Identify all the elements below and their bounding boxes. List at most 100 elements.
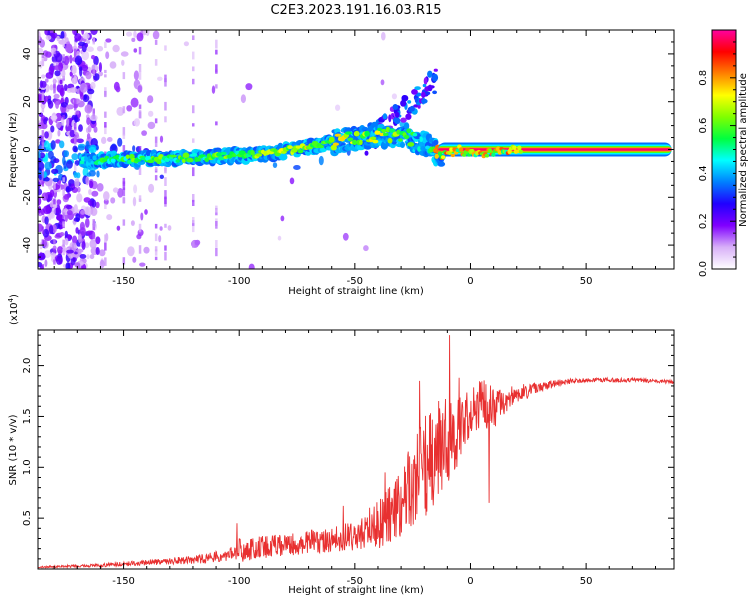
noise-blob: [115, 85, 121, 93]
noise-streak: [53, 248, 56, 254]
noise-blob: [43, 56, 48, 62]
plume-blob: [394, 117, 401, 125]
y-tick-label: 2.0: [22, 358, 33, 374]
noise-blob: [43, 118, 48, 125]
noise-blob: [49, 189, 55, 198]
ridge-blob: [278, 153, 288, 161]
svg-text:(x104): (x104): [7, 294, 20, 325]
snr-panel: -150 -100 -50 0 50 0.5 1.0 1.5 2.0 Height of st…: [7, 294, 675, 596]
noise-streak: [215, 240, 218, 248]
noise-blob: [89, 180, 94, 189]
noise-blob: [38, 94, 42, 103]
noise-blob: [90, 30, 98, 36]
noise-streak: [122, 72, 126, 80]
noise-blob: [66, 249, 74, 254]
noise-streak: [215, 64, 218, 73]
noise-blob: [96, 170, 100, 178]
colorbar-tick-label: 0.6: [698, 118, 709, 134]
noise-streak: [154, 136, 158, 143]
plume-blob: [392, 104, 399, 110]
noise-blob: [85, 71, 92, 80]
noise-blob: [77, 41, 86, 47]
ridge-blob: [400, 141, 405, 148]
noise-blob: [90, 81, 96, 90]
noise-streak: [62, 68, 65, 72]
noise-blob: [139, 262, 146, 267]
noise-blob: [85, 176, 90, 186]
noise-blob: [71, 153, 79, 161]
noise-blob: [112, 44, 120, 53]
spectrogram-panel: -150 -100 -50 0 50 40 20 0 -20 -40 Height of str…: [8, 29, 675, 297]
noise-blob: [159, 174, 164, 179]
noise-streak: [92, 225, 95, 231]
noise-streak: [41, 226, 45, 234]
ridge-blob: [433, 139, 439, 146]
plume-blob: [409, 105, 415, 112]
noise-streak: [215, 247, 218, 257]
noise-streak: [62, 221, 65, 226]
ridge-core: [387, 137, 393, 144]
plume-blob: [400, 117, 407, 123]
noise-blob: [89, 239, 97, 249]
noise-blob: [47, 100, 54, 109]
noise-blob: [152, 30, 160, 40]
noise-blob: [136, 32, 144, 42]
noise-blob: [116, 106, 125, 116]
ridge-core: [406, 128, 412, 134]
noise-streak: [154, 118, 158, 124]
colorbar-tick-label: 0.2: [698, 213, 709, 229]
colorbar-tick-label: 0.0: [698, 261, 709, 277]
noise-blob: [56, 214, 64, 222]
noise-streak: [41, 56, 45, 66]
noise-blob: [84, 104, 93, 114]
noise-blob: [88, 146, 97, 154]
plume-blob: [364, 150, 369, 156]
ridge-core: [412, 132, 418, 137]
x-tick-label: 0: [467, 576, 473, 587]
noise-blob: [57, 129, 61, 137]
noise-streak: [53, 206, 56, 214]
y-tick-label: 0.5: [22, 510, 33, 526]
noise-blob: [64, 37, 69, 43]
noise-streak: [164, 177, 167, 186]
noise-blob: [48, 225, 54, 234]
noise-streak: [74, 164, 77, 171]
noise-blob: [60, 102, 68, 108]
noise-blob: [59, 79, 63, 85]
noise-blob: [91, 199, 97, 208]
noise-blob: [38, 196, 42, 206]
noise-blob: [44, 161, 52, 170]
noise-blob: [38, 161, 45, 172]
spectrogram-marks: [38, 30, 672, 269]
noise-blob: [133, 184, 138, 194]
noise-streak: [138, 64, 142, 72]
noise-blob: [69, 87, 78, 93]
noise-blob: [85, 218, 90, 228]
noise-blob: [74, 262, 81, 268]
noise-blob: [211, 85, 216, 94]
noise-streak: [62, 249, 65, 256]
noise-streak: [92, 114, 95, 119]
noise-blob: [130, 220, 135, 226]
snr-y-scale-exponent: 4: [7, 297, 15, 302]
noise-blob: [131, 37, 136, 43]
noise-streak: [62, 212, 65, 219]
ridge-core: [238, 150, 246, 156]
ridge-core: [417, 146, 421, 152]
noise-blob: [112, 187, 119, 193]
noise-streak: [154, 166, 158, 171]
spectrogram-band: [431, 142, 672, 160]
noise-streak: [53, 182, 56, 190]
noise-streak: [41, 54, 45, 58]
plume-blob: [421, 98, 428, 104]
noise-blob: [63, 160, 67, 170]
noise-streak: [74, 136, 77, 145]
band-wiggle: [491, 152, 496, 157]
noise-blob: [49, 201, 54, 208]
plume-blob: [433, 68, 438, 72]
snr-x-axis-label: Height of straight line (km): [288, 585, 424, 596]
noise-blob: [99, 259, 105, 269]
ridge-core: [425, 145, 430, 150]
colorbar-gradient: [712, 30, 736, 269]
noise-blob: [79, 261, 84, 266]
